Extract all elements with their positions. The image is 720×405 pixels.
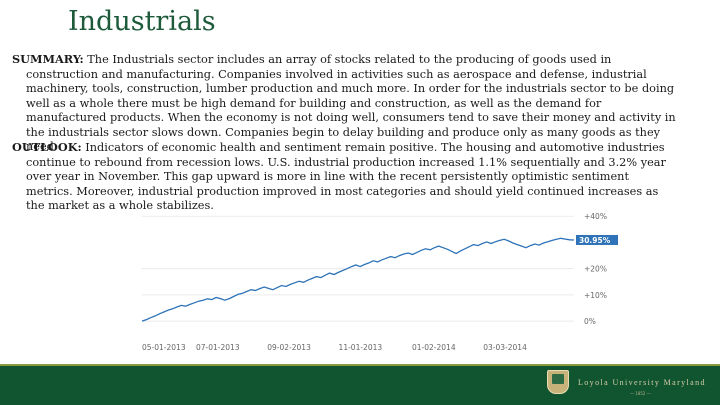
y-tick-label: +20% bbox=[584, 265, 607, 274]
chart-y-tick-labels: 0% +10% +20% +40% bbox=[584, 212, 607, 326]
outlook-text: Indicators of economic health and sentim… bbox=[26, 141, 666, 212]
x-tick-label: 05-01-2013 bbox=[142, 343, 186, 352]
y-tick-label: 0% bbox=[584, 317, 596, 326]
chart-gridlines bbox=[142, 215, 574, 322]
chart-series-line bbox=[141, 237, 575, 322]
outlook-paragraph: OUTLOOK: Indicators of economic health a… bbox=[12, 140, 678, 214]
y-tick-label: +40% bbox=[584, 212, 607, 221]
y-tick-label: +10% bbox=[584, 291, 607, 300]
summary-label: SUMMARY: bbox=[12, 52, 84, 66]
university-crest-icon bbox=[547, 370, 569, 394]
x-tick-label: 01-02-2014 bbox=[412, 343, 456, 352]
slide-title: Industrials bbox=[68, 6, 216, 37]
x-tick-label: 07-01-2013 bbox=[196, 343, 240, 352]
x-tick-label: 09-02-2013 bbox=[267, 343, 311, 352]
current-value-badge: 30.95% bbox=[576, 234, 618, 245]
x-tick-label: 03-03-2014 bbox=[483, 343, 527, 352]
x-tick-label: 11-01-2013 bbox=[339, 343, 383, 352]
outlook-label: OUTLOOK: bbox=[12, 140, 82, 154]
current-value-badge-bg bbox=[576, 234, 618, 245]
chart-x-tick-labels: 05-01-2013 07-01-2013 09-02-2013 11-01-2013… bbox=[142, 343, 527, 352]
university-founded: — 1852 — bbox=[630, 391, 651, 396]
summary-paragraph: SUMMARY: The Industrials sector includes… bbox=[12, 52, 678, 155]
performance-line-chart: 05-01-2013 07-01-2013 09-02-2013 11-01-2013… bbox=[141, 212, 618, 352]
university-name: Loyola University Maryland bbox=[578, 378, 706, 387]
current-value-label: 30.95% bbox=[579, 236, 611, 245]
footer-accent-stripe bbox=[0, 364, 720, 366]
footer-bar bbox=[0, 366, 720, 405]
summary-text: The Industrials sector includes an array… bbox=[26, 53, 676, 153]
